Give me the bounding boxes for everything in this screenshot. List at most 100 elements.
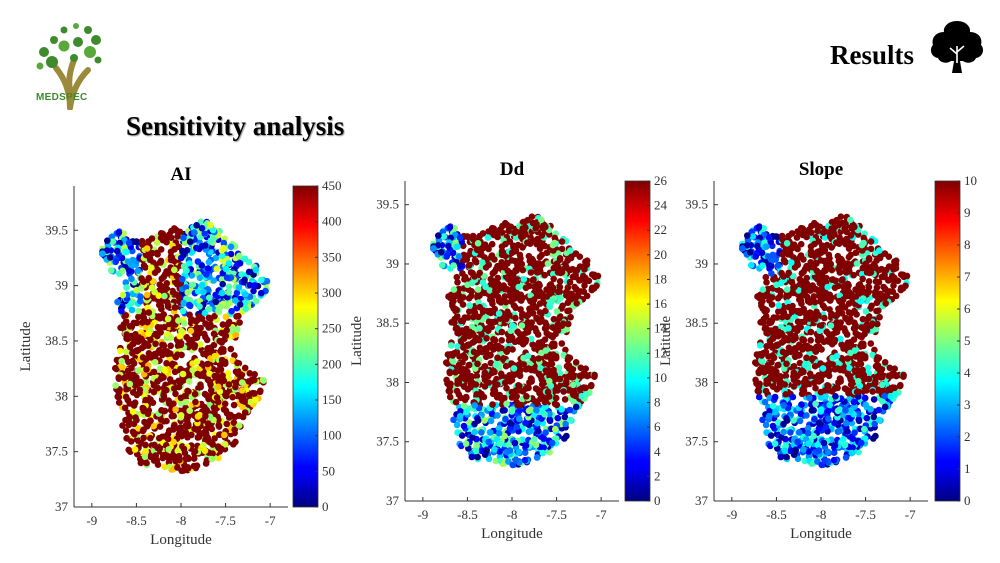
data-point bbox=[826, 401, 833, 409]
data-point bbox=[766, 338, 774, 345]
data-point bbox=[563, 292, 570, 299]
data-point bbox=[833, 325, 841, 333]
data-point bbox=[814, 227, 821, 235]
data-point bbox=[765, 412, 773, 420]
data-point bbox=[227, 250, 235, 258]
data-point bbox=[141, 453, 149, 461]
data-point bbox=[527, 297, 534, 305]
data-point bbox=[845, 253, 853, 261]
data-point bbox=[511, 246, 518, 253]
data-point bbox=[783, 240, 791, 247]
data-point bbox=[236, 301, 244, 308]
data-point bbox=[808, 407, 816, 414]
data-point bbox=[241, 398, 248, 405]
data-point bbox=[468, 279, 476, 287]
data-point bbox=[889, 384, 897, 391]
data-point bbox=[207, 387, 215, 394]
data-point bbox=[838, 277, 846, 284]
data-point bbox=[565, 354, 572, 361]
data-point bbox=[533, 406, 540, 414]
data-point bbox=[460, 367, 468, 374]
data-point bbox=[784, 336, 792, 344]
data-point bbox=[460, 402, 468, 410]
data-point bbox=[217, 361, 224, 369]
data-point bbox=[512, 387, 520, 394]
data-point bbox=[782, 391, 789, 398]
data-point bbox=[538, 216, 545, 224]
data-point bbox=[804, 310, 812, 317]
data-point bbox=[194, 288, 202, 295]
data-point bbox=[853, 388, 861, 396]
data-point bbox=[752, 359, 759, 366]
data-point bbox=[582, 371, 589, 378]
data-point bbox=[777, 288, 784, 295]
data-point bbox=[801, 361, 809, 369]
data-point bbox=[171, 421, 178, 429]
data-point bbox=[521, 456, 529, 464]
data-point bbox=[163, 360, 170, 367]
data-point bbox=[567, 313, 574, 321]
data-point bbox=[842, 236, 849, 244]
data-point bbox=[446, 393, 454, 401]
data-point bbox=[494, 354, 501, 362]
data-point bbox=[549, 284, 557, 292]
data-point bbox=[840, 283, 847, 291]
data-point bbox=[204, 360, 211, 368]
data-point bbox=[205, 314, 213, 322]
data-point bbox=[510, 302, 518, 309]
data-point bbox=[189, 281, 197, 289]
data-point bbox=[230, 419, 238, 427]
data-point bbox=[152, 340, 159, 348]
data-point bbox=[549, 241, 557, 249]
colorbar-tick-label: 0 bbox=[654, 493, 661, 508]
data-point bbox=[862, 386, 869, 393]
data-point bbox=[516, 415, 523, 423]
data-point bbox=[134, 367, 142, 374]
data-point bbox=[142, 396, 149, 404]
data-point bbox=[558, 238, 566, 245]
data-point bbox=[512, 457, 520, 464]
data-point bbox=[144, 318, 151, 326]
data-point bbox=[836, 297, 843, 305]
colorbar-tick-label: 150 bbox=[322, 392, 342, 407]
data-point bbox=[235, 412, 243, 420]
data-point bbox=[127, 332, 135, 340]
data-point bbox=[142, 378, 150, 385]
data-point bbox=[526, 427, 534, 435]
x-tick-label: -9 bbox=[86, 513, 97, 528]
data-point bbox=[556, 283, 564, 291]
data-point bbox=[480, 393, 488, 401]
data-point bbox=[520, 276, 528, 283]
data-point bbox=[859, 275, 866, 283]
data-point bbox=[496, 440, 504, 447]
data-point bbox=[179, 370, 187, 378]
data-point bbox=[112, 382, 119, 389]
data-point bbox=[783, 360, 790, 368]
data-point bbox=[855, 377, 862, 385]
data-point bbox=[184, 454, 192, 462]
data-point bbox=[572, 359, 580, 366]
data-point bbox=[522, 336, 530, 344]
data-point bbox=[886, 364, 894, 372]
data-point bbox=[769, 383, 777, 391]
data-point bbox=[747, 261, 755, 269]
data-point bbox=[249, 389, 257, 397]
data-point bbox=[806, 344, 814, 352]
data-point bbox=[449, 352, 457, 359]
data-point bbox=[219, 372, 226, 379]
data-point bbox=[833, 319, 841, 326]
data-point bbox=[208, 455, 216, 463]
data-point bbox=[502, 362, 510, 370]
data-point bbox=[759, 416, 766, 424]
plot-title: AI bbox=[170, 164, 191, 185]
data-point bbox=[833, 216, 840, 224]
data-point bbox=[845, 309, 853, 316]
data-point bbox=[135, 346, 142, 354]
data-point bbox=[453, 421, 461, 429]
data-point bbox=[572, 392, 579, 400]
data-point bbox=[804, 296, 812, 304]
data-point bbox=[222, 392, 229, 399]
data-point bbox=[763, 243, 770, 250]
data-point bbox=[211, 312, 218, 320]
data-point bbox=[158, 275, 166, 283]
